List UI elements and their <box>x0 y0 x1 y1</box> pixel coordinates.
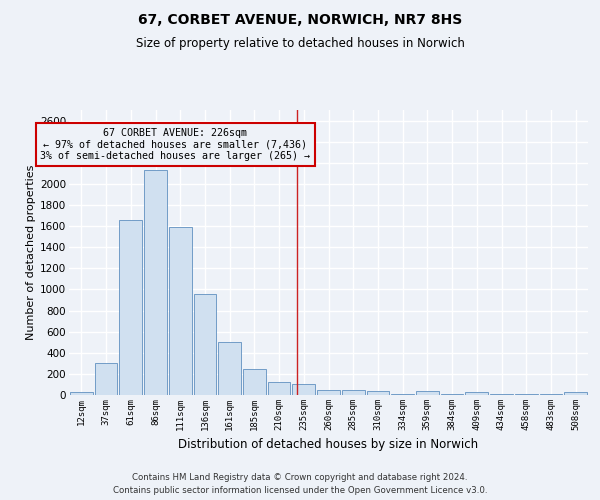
Bar <box>490 394 513 395</box>
Bar <box>342 390 365 395</box>
Bar <box>218 342 241 395</box>
Bar <box>515 394 538 395</box>
Text: 67, CORBET AVENUE, NORWICH, NR7 8HS: 67, CORBET AVENUE, NORWICH, NR7 8HS <box>138 12 462 26</box>
Bar <box>144 170 167 395</box>
Text: 67 CORBET AVENUE: 226sqm
← 97% of detached houses are smaller (7,436)
3% of semi: 67 CORBET AVENUE: 226sqm ← 97% of detach… <box>40 128 310 161</box>
Bar <box>292 384 315 395</box>
Bar <box>416 392 439 395</box>
Text: Contains HM Land Registry data © Crown copyright and database right 2024.: Contains HM Land Registry data © Crown c… <box>132 472 468 482</box>
Y-axis label: Number of detached properties: Number of detached properties <box>26 165 36 340</box>
Bar <box>367 391 389 395</box>
X-axis label: Distribution of detached houses by size in Norwich: Distribution of detached houses by size … <box>178 438 479 452</box>
Bar <box>317 390 340 395</box>
Bar <box>391 394 414 395</box>
Bar <box>441 394 463 395</box>
Bar <box>268 382 290 395</box>
Bar <box>194 294 216 395</box>
Bar <box>119 220 142 395</box>
Bar <box>169 227 191 395</box>
Bar <box>564 392 587 395</box>
Bar <box>70 392 93 395</box>
Text: Contains public sector information licensed under the Open Government Licence v3: Contains public sector information licen… <box>113 486 487 495</box>
Text: Size of property relative to detached houses in Norwich: Size of property relative to detached ho… <box>136 38 464 51</box>
Bar <box>95 364 118 395</box>
Bar <box>243 368 266 395</box>
Bar <box>466 392 488 395</box>
Bar <box>539 394 562 395</box>
